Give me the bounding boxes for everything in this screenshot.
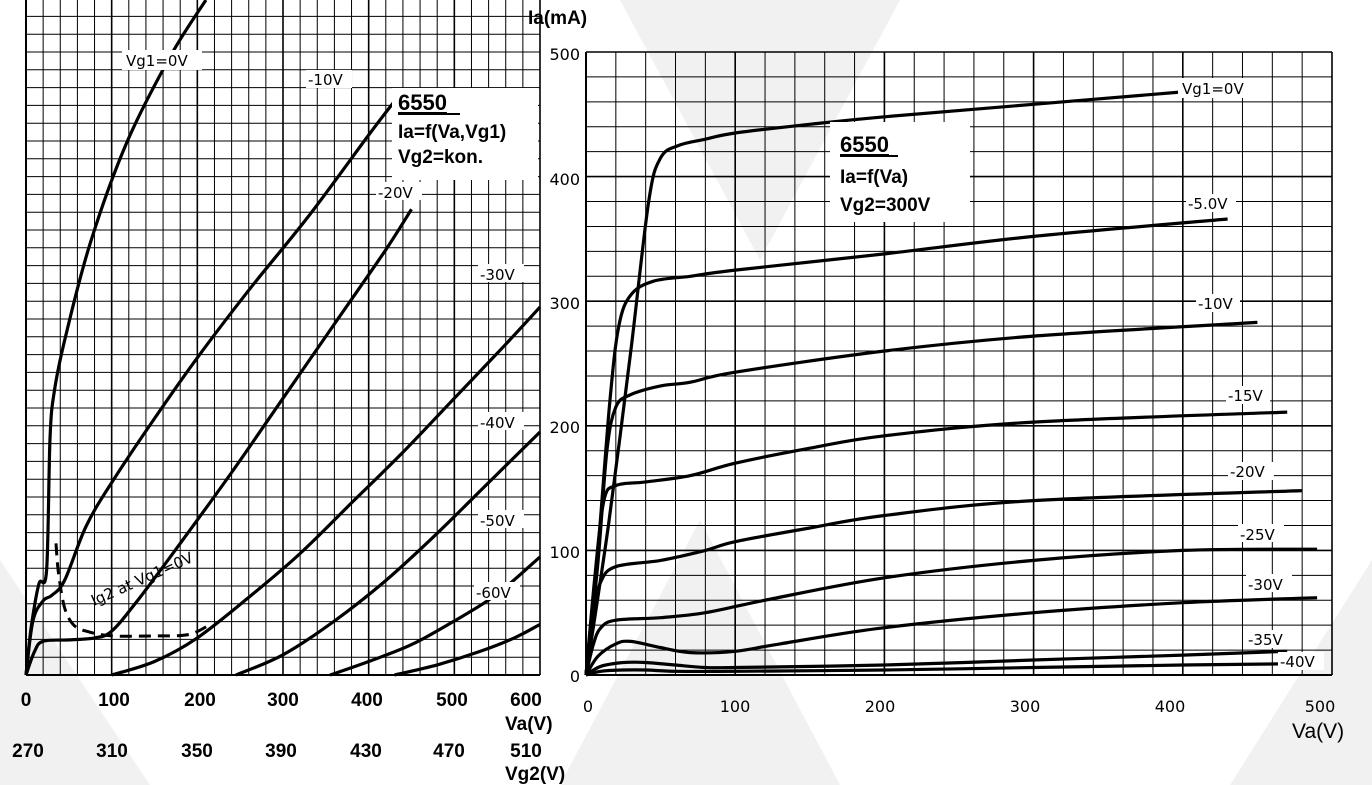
left-x2-tick: 310 xyxy=(96,741,128,762)
left-x-axis-label: Va(V) xyxy=(505,714,553,735)
left-curve-label: -40V xyxy=(480,414,515,432)
right-x-tick: 300 xyxy=(1010,697,1041,716)
left-x2-axis-label: Vg2(V) xyxy=(505,764,565,785)
left-x-tick: 0 xyxy=(21,690,32,711)
left-series-line xyxy=(24,0,208,676)
left-plot-curves xyxy=(24,0,542,677)
right-y-tick: 100 xyxy=(549,543,580,562)
right-y-tick: 300 xyxy=(549,294,580,313)
label-bg xyxy=(478,510,524,528)
right-x-axis-label: Va(V) xyxy=(1292,720,1344,743)
right-x-tick: 100 xyxy=(720,697,751,716)
left-x-tick: 600 xyxy=(510,690,542,711)
right-title-box xyxy=(830,122,970,222)
right-x-tick: 200 xyxy=(865,697,896,716)
left-x2-tick: 510 xyxy=(510,741,542,762)
left-curve-label: -20V xyxy=(378,184,413,202)
right-series-line xyxy=(584,320,1258,676)
left-curve-label: -10V xyxy=(308,71,343,89)
left-series-line xyxy=(111,306,542,677)
right-series-line xyxy=(584,410,1288,676)
label-bg xyxy=(376,182,422,200)
left-series-line xyxy=(24,208,413,676)
left-x2-tick: 430 xyxy=(350,741,382,762)
right-curve-label: -25V xyxy=(1240,526,1275,544)
left-curve-label: Vg1=0V xyxy=(126,52,188,70)
right-title: 6550 xyxy=(840,132,889,157)
left-subtitle-2: Vg2=kon. xyxy=(398,147,483,168)
right-plot-curves xyxy=(584,90,1318,677)
right-curve-label: Vg1=0V xyxy=(1182,80,1244,98)
right-series-line xyxy=(585,649,1288,677)
left-x-tick: 200 xyxy=(184,690,216,711)
right-y-tick: 500 xyxy=(549,45,580,64)
right-y-axis-label: Ia(mA) xyxy=(528,8,587,29)
label-bg xyxy=(1278,652,1324,670)
left-curve-label: -30V xyxy=(480,266,515,284)
label-bg xyxy=(478,264,524,282)
right-series-line xyxy=(584,489,1303,676)
label-bg xyxy=(1186,194,1236,212)
left-x-tick: 500 xyxy=(436,690,468,711)
right-curve-label: -5.0V xyxy=(1188,195,1228,213)
left-curve-label: -50V xyxy=(480,512,515,530)
left-subtitle-1: Ia=f(Va,Vg1) xyxy=(398,122,506,143)
label-bg xyxy=(478,412,524,430)
right-subtitle-2: Vg2=300V xyxy=(840,195,931,216)
left-x2-tick: 470 xyxy=(433,741,465,762)
right-curve-label: -15V xyxy=(1228,387,1263,405)
right-series-line xyxy=(585,662,1288,677)
left-x-tick: 400 xyxy=(351,690,383,711)
label-bg xyxy=(1196,294,1240,312)
right-series-line xyxy=(584,90,1183,676)
right-subtitle-1: Ia=f(Va) xyxy=(840,167,908,188)
left-x2-tick: 270 xyxy=(12,741,44,762)
label-bg xyxy=(474,582,520,600)
left-series-line xyxy=(394,622,541,677)
right-curve-label: -20V xyxy=(1230,463,1265,481)
right-series-line xyxy=(584,547,1318,676)
left-title: 6550 xyxy=(398,90,447,115)
right-series-line xyxy=(584,596,1318,676)
left-curve-label: -60V xyxy=(476,584,511,602)
label-bg xyxy=(1228,462,1274,480)
right-curve-label: -30V xyxy=(1248,576,1283,594)
label-bg xyxy=(122,50,202,70)
right-curve-label: -10V xyxy=(1198,295,1233,313)
label-bg xyxy=(306,70,352,88)
label-bg xyxy=(1178,78,1256,98)
right-y-tick: 400 xyxy=(549,170,580,189)
left-x2-tick: 350 xyxy=(181,741,213,762)
right-y-tick: 0 xyxy=(570,667,580,686)
left-x2-tick: 390 xyxy=(265,741,297,762)
left-x-tick: 300 xyxy=(267,690,299,711)
label-bg xyxy=(1246,574,1292,592)
label-bg xyxy=(1246,630,1292,648)
left-title-box xyxy=(392,88,538,180)
label-bg xyxy=(1238,524,1284,542)
left-series-line xyxy=(24,100,396,676)
right-curve-label: -35V xyxy=(1248,631,1283,649)
right-y-tick: 200 xyxy=(549,418,580,437)
right-x-tick: 0 xyxy=(583,697,593,716)
label-bg xyxy=(1226,386,1270,404)
ig2-dashed-line xyxy=(54,543,211,638)
left-series-line xyxy=(235,430,542,677)
right-x-tick: 400 xyxy=(1155,697,1186,716)
right-x-tick: 500 xyxy=(1305,697,1336,716)
left-x-tick: 100 xyxy=(98,690,130,711)
right-curve-label: -40V xyxy=(1280,653,1315,671)
